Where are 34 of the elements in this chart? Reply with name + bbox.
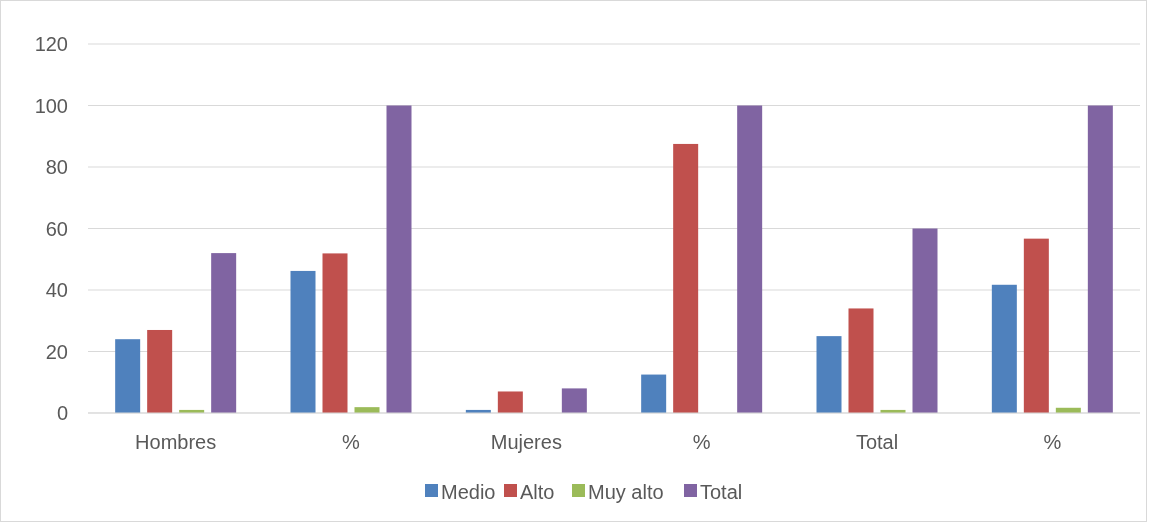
y-tick-label: 20 xyxy=(45,340,68,363)
bar xyxy=(737,105,763,413)
legend-label: Alto xyxy=(520,481,555,503)
bar xyxy=(816,336,842,413)
y-tick-label: 120 xyxy=(34,33,68,55)
bar xyxy=(497,391,523,413)
legend-label: Muy alto xyxy=(588,481,664,503)
bar xyxy=(115,339,141,413)
y-tick-label: 100 xyxy=(34,94,68,117)
bar xyxy=(848,308,874,413)
bar xyxy=(673,143,699,413)
x-tick-label: % xyxy=(342,431,361,453)
y-tick-label: 40 xyxy=(45,279,68,301)
y-tick-label: 80 xyxy=(45,156,68,178)
bar xyxy=(561,388,587,413)
bar xyxy=(912,228,938,413)
x-tick-label: % xyxy=(692,431,711,453)
bar xyxy=(641,374,667,413)
bar xyxy=(1087,105,1113,413)
bar xyxy=(386,105,412,413)
bar xyxy=(991,284,1017,413)
legend-label: Medio xyxy=(441,481,496,503)
bar xyxy=(1023,238,1049,413)
y-tick-label: 0 xyxy=(56,402,68,424)
bar xyxy=(322,253,348,413)
x-tick-label: Mujeres xyxy=(490,431,562,453)
y-tick-label: 60 xyxy=(45,217,68,240)
bar xyxy=(211,253,237,413)
legend-label: Total xyxy=(700,481,743,503)
bar xyxy=(290,270,316,413)
x-tick-label: Hombres xyxy=(135,431,217,453)
x-tick-label: Total xyxy=(855,431,899,453)
bar xyxy=(147,329,173,413)
x-tick-label: % xyxy=(1043,431,1062,453)
